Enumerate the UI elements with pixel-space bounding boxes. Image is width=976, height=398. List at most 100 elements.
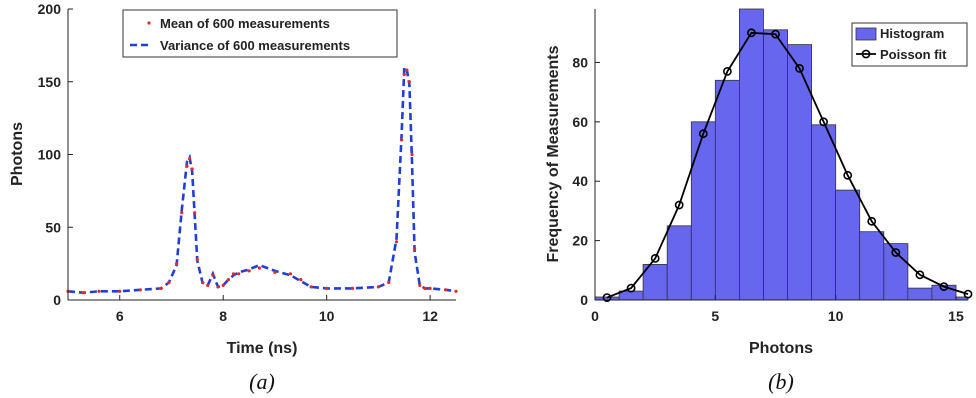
poisson-fit-marker <box>723 67 732 76</box>
series-mean-point <box>325 286 329 290</box>
panel-a-y-tick-label: 150 <box>38 74 62 90</box>
histogram-bar <box>787 44 813 301</box>
series-mean-point <box>394 240 399 244</box>
histogram-bar <box>811 124 837 301</box>
legend-label-mean: Mean of 600 measurements <box>160 16 330 31</box>
panel-b-axes: 0 5 10 15 0 20 40 60 80 <box>572 9 968 324</box>
series-mean-point <box>167 280 171 285</box>
panel-a-y-tick-label: 50 <box>45 219 61 235</box>
series-mean-point <box>118 289 122 293</box>
panel-a-xlabel: Time (ns) <box>227 340 298 357</box>
series-mean-point <box>405 68 409 72</box>
series-mean-point <box>423 286 427 290</box>
panel-a-series-group <box>66 63 458 295</box>
series-mean-point <box>387 280 391 285</box>
series-mean-point <box>444 288 448 292</box>
series-mean-point <box>138 288 142 292</box>
legend-label-histogram: Histogram <box>880 26 944 41</box>
series-mean-point <box>221 283 225 287</box>
poisson-fit-marker <box>602 293 612 302</box>
panel-b-x-tick-label: 15 <box>948 308 964 324</box>
poisson-fit-marker <box>795 64 804 73</box>
panel-b-y-tick-label: 20 <box>572 233 588 249</box>
poisson-fit-marker <box>915 270 925 280</box>
panel-b-x-tick-label: 10 <box>828 308 844 324</box>
series-mean-point <box>428 286 432 290</box>
poisson-fit-marker <box>843 170 853 180</box>
series-mean-point <box>185 164 189 168</box>
series-mean-point <box>175 262 179 266</box>
series-mean-point <box>257 266 261 270</box>
panel-a-x-tick-label: 10 <box>319 308 335 324</box>
panel-b-chart: 0 5 10 15 0 20 40 60 80 Histogram Poisson fit Ph… <box>545 8 973 394</box>
series-mean-point <box>350 286 355 290</box>
legend-swatch-histogram <box>855 27 877 41</box>
panel-a-axes: 6 8 10 12 0 50 100 150 200 <box>38 1 456 324</box>
histogram-bar <box>690 121 716 301</box>
poisson-fit-line <box>606 31 969 299</box>
legend-swatch-mean <box>147 21 151 25</box>
histogram-bar <box>859 231 885 301</box>
panel-b-x-tick-label: 0 <box>591 308 599 324</box>
series-mean-point <box>188 157 192 161</box>
series-mean-point <box>193 211 197 215</box>
panel-b-legend: Histogram Poisson fit <box>851 22 968 67</box>
series-mean-point <box>410 152 414 157</box>
histogram-bar <box>642 263 668 301</box>
series-mean-point <box>418 283 422 287</box>
poisson-fit-marker <box>674 200 684 210</box>
series-mean-point <box>247 269 251 273</box>
histogram-bar <box>763 29 789 301</box>
panel-a-x-tick-label: 6 <box>116 308 124 324</box>
poisson-fit-marker <box>867 216 877 226</box>
panel-a-legend: Mean of 600 measurements Variance of 600… <box>122 9 398 58</box>
series-mean-point <box>81 291 86 295</box>
legend-label-variance: Variance of 600 measurements <box>160 38 350 53</box>
series-mean-point <box>273 270 277 274</box>
series-mean-point <box>288 272 293 276</box>
series-mean-point <box>159 286 163 290</box>
panel-b-ylabel: Frequency of Measurements <box>545 45 562 262</box>
series-mean-point <box>231 272 236 276</box>
histogram-bar <box>835 189 861 301</box>
histogram-bar <box>666 225 692 301</box>
panel-b-y-tick-label: 0 <box>580 292 588 308</box>
poisson-fit-marker <box>650 253 660 263</box>
panel-b-y-tick-label: 40 <box>572 173 588 189</box>
poisson-fit-marker <box>939 282 949 291</box>
panel-b-y-tick-label: 60 <box>572 114 588 130</box>
panel-a-x-tick-label: 8 <box>219 308 227 324</box>
series-mean-point <box>226 278 230 282</box>
legend-swatch-poisson-marker <box>861 49 871 59</box>
series-mean-point <box>413 247 417 251</box>
poisson-fit-marker <box>771 29 780 39</box>
legend-label-poisson: Poisson fit <box>880 47 947 62</box>
poisson-fit-marker <box>819 117 828 127</box>
poisson-fit-marker <box>698 129 708 139</box>
poisson-fit-marker <box>891 248 901 257</box>
panel-a-chart: 6 8 10 12 0 50 100 150 200 Mean of 600 measureme… <box>9 1 458 394</box>
panel-a-ylabel: Photons <box>9 122 26 186</box>
series-mean-point <box>211 273 215 277</box>
series-mean-point <box>216 285 220 289</box>
panel-a-legend-box <box>122 9 398 58</box>
series-mean-point <box>402 72 406 77</box>
panel-a-caption: (a) <box>249 369 275 394</box>
panel-b-y-tick-label: 80 <box>572 54 588 70</box>
panel-b-caption: (b) <box>768 369 794 394</box>
poisson-fit-marker <box>963 289 973 299</box>
series-mean-point <box>190 167 194 171</box>
series-mean-point <box>97 289 101 293</box>
series-mean-point <box>309 285 313 289</box>
panel-a-x-tick-label: 12 <box>422 308 438 324</box>
panel-a-y-tick-label: 100 <box>38 147 62 163</box>
series-mean-point <box>195 257 199 261</box>
series-mean-point <box>299 278 303 282</box>
series-mean-point <box>237 272 241 276</box>
histogram-bar <box>907 287 933 301</box>
panel-b-xlabel: Photons <box>749 340 813 357</box>
series-mean-point <box>206 283 210 287</box>
poisson-fit-marker <box>626 283 636 293</box>
panel-a-y-tick-label: 200 <box>38 1 62 17</box>
series-mean-point <box>200 280 205 285</box>
